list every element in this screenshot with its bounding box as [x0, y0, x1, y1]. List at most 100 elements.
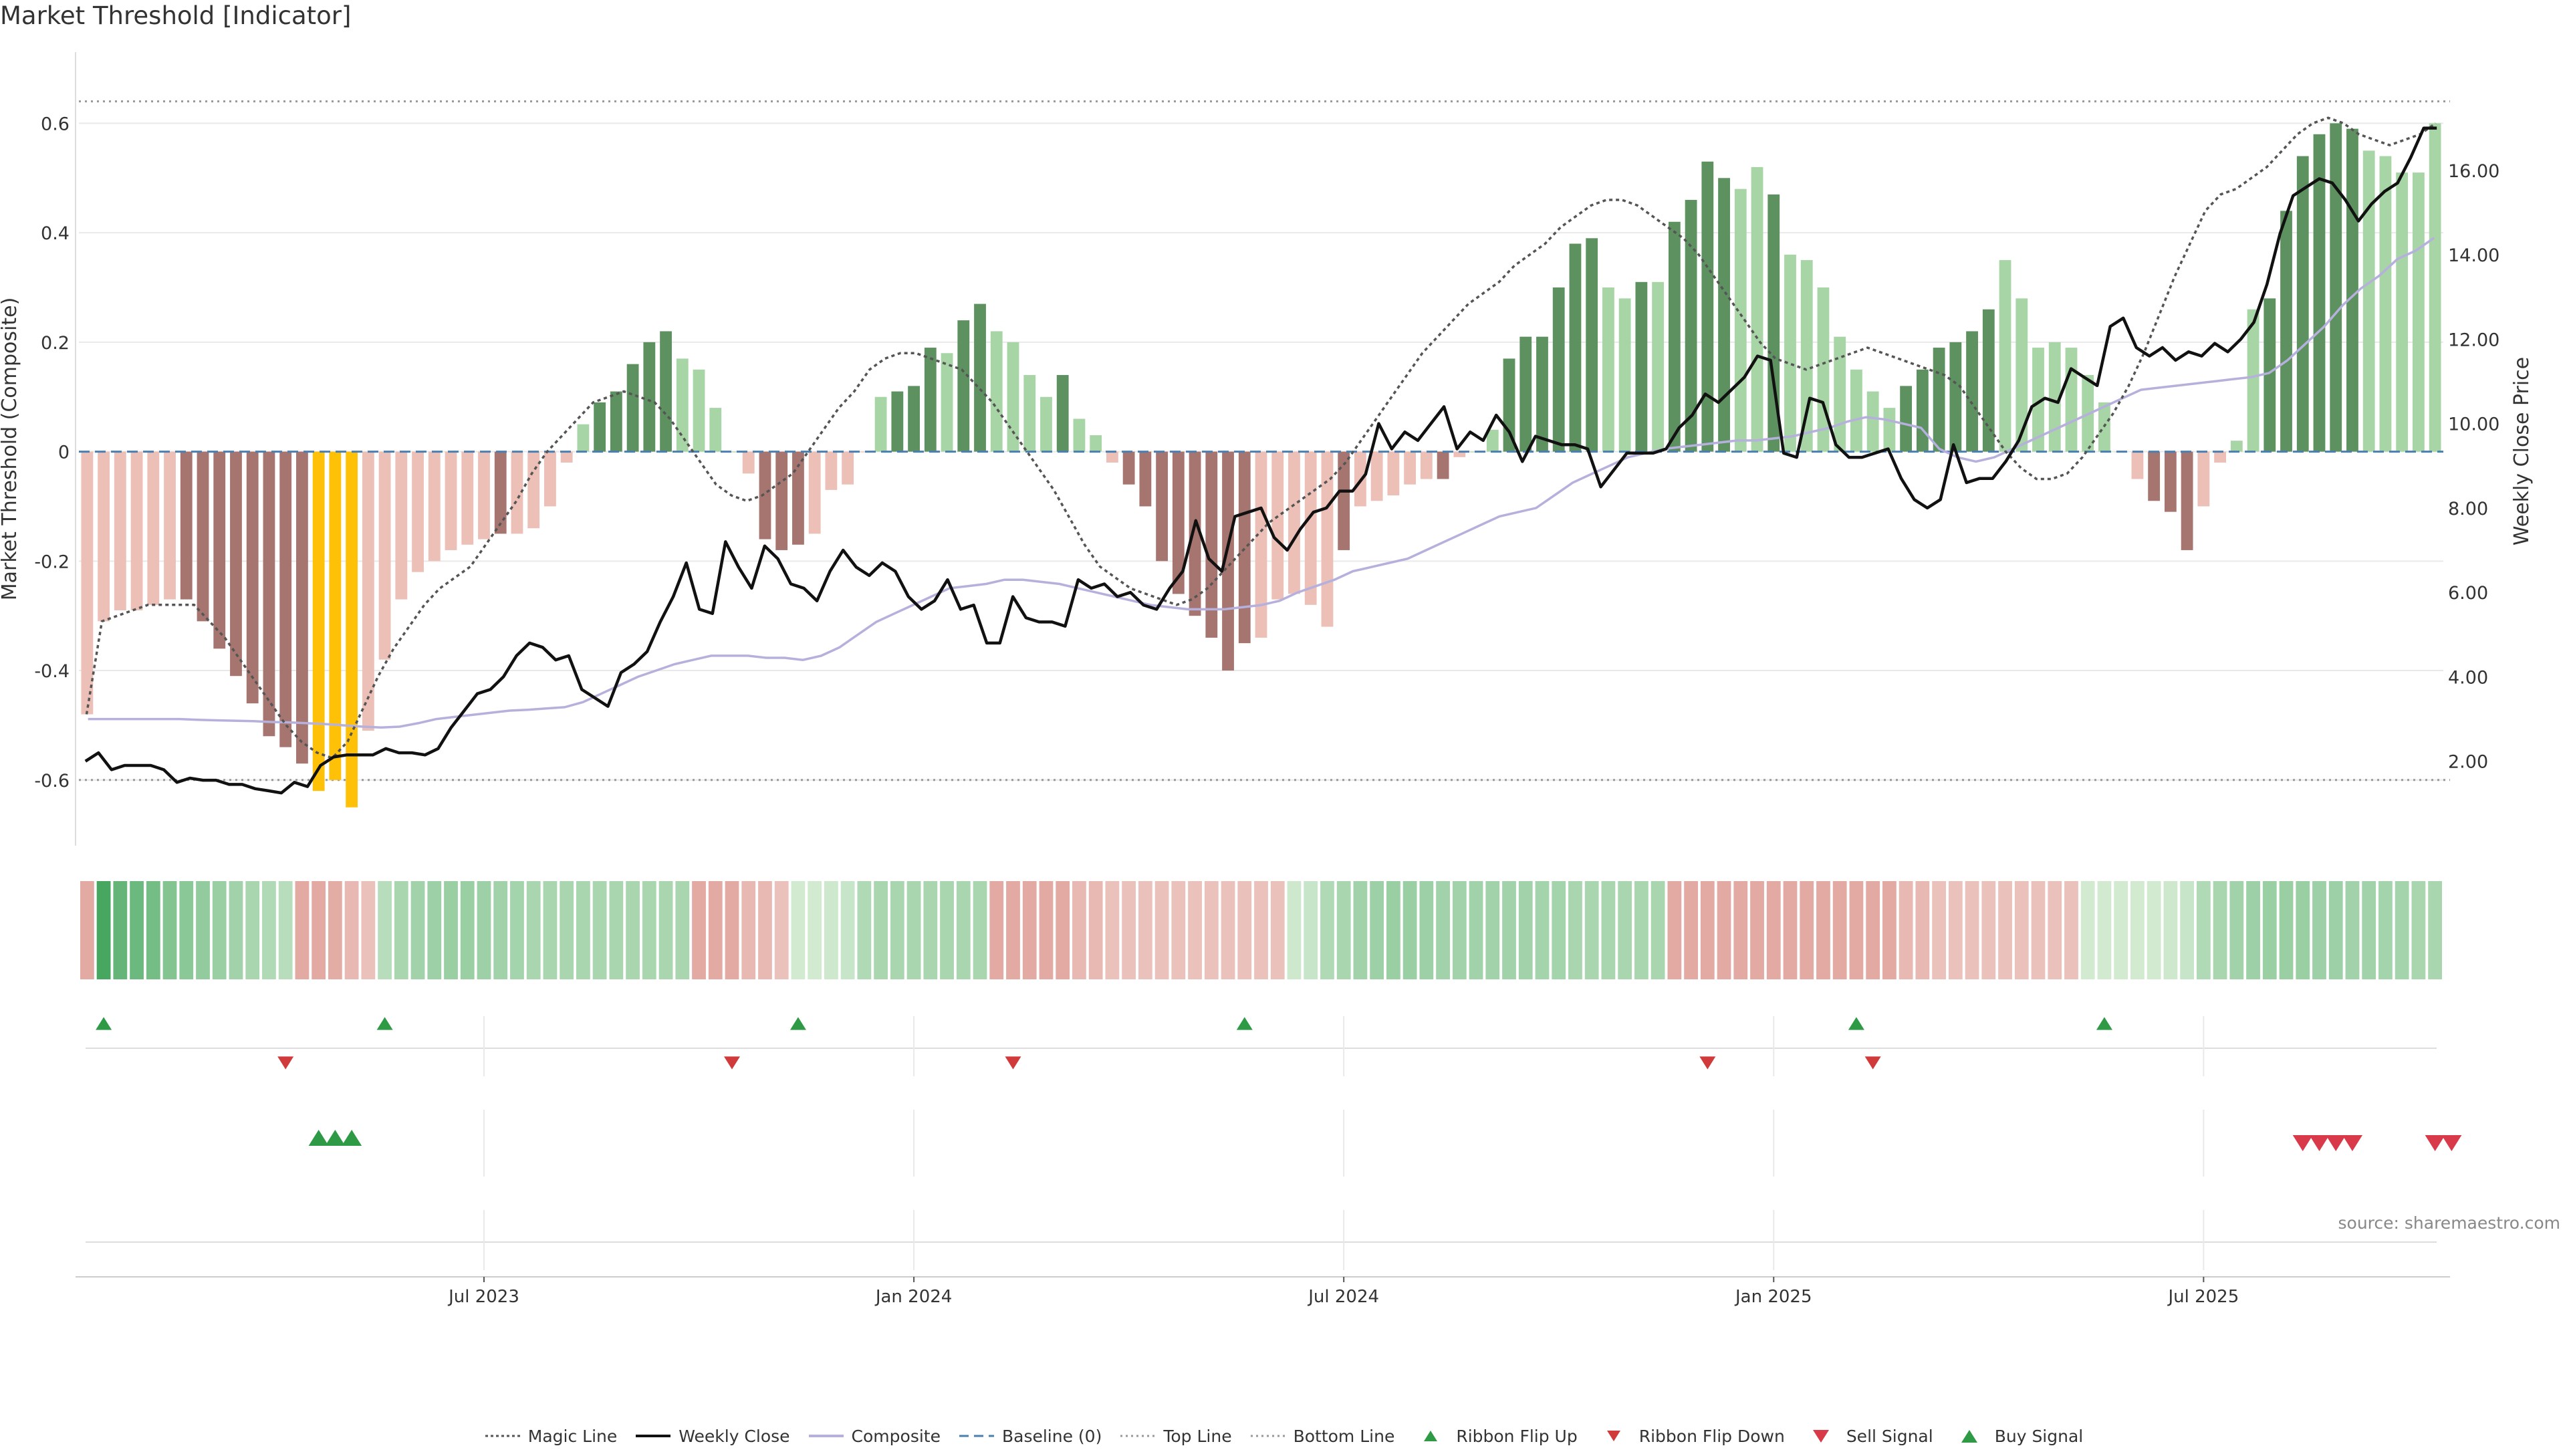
ribbon-cell	[1568, 881, 1582, 979]
ribbon-cell	[1684, 881, 1698, 979]
composite-bar	[2148, 451, 2161, 501]
ribbon-cell	[1866, 881, 1880, 979]
composite-bar	[362, 451, 374, 731]
buy-signal-marker	[342, 1130, 362, 1146]
composite-bar	[1404, 451, 1417, 485]
ribbon-cell	[1353, 881, 1368, 979]
x-tick-label: Jan 2025	[1734, 1287, 1812, 1307]
legend-label: Composite	[851, 1426, 941, 1446]
ribbon-cell	[1849, 881, 1864, 979]
y-tick-left-label: 0.2	[41, 333, 70, 354]
ribbon-cell	[543, 881, 558, 979]
ribbon-cell	[2114, 881, 2128, 979]
buy-signal-marker	[325, 1130, 346, 1146]
legend-item: Top Line	[1119, 1427, 1232, 1446]
ribbon-flip-up-marker	[1236, 1017, 1253, 1030]
composite-bar	[428, 451, 441, 562]
composite-bar	[2330, 123, 2342, 452]
composite-bar	[312, 451, 325, 792]
ribbon-cell	[774, 881, 789, 979]
legend-swatch	[808, 1435, 844, 1437]
ribbon-cell	[2014, 881, 2029, 979]
y-tick-left-label: -0.4	[34, 661, 70, 682]
ribbon-cell	[1138, 881, 1152, 979]
composite-bar	[1668, 221, 1681, 452]
ribbon-cell	[2163, 881, 2178, 979]
composite-bar	[395, 451, 408, 600]
ribbon-cell	[1304, 881, 1318, 979]
ribbon-cell	[1932, 881, 1946, 979]
composite-bar	[709, 408, 722, 452]
composite-bar	[825, 451, 838, 490]
ribbon-cell	[212, 881, 227, 979]
ribbon-cell	[1452, 881, 1467, 979]
composite-bar	[676, 358, 689, 452]
composite-bar	[1569, 243, 1582, 452]
composite-bar	[2197, 451, 2210, 507]
composite-bar	[130, 451, 143, 610]
composite-bar	[2131, 451, 2144, 479]
composite-bar	[1090, 435, 1102, 452]
ribbon-flip-down-marker	[1699, 1056, 1716, 1070]
composite-bar	[2230, 441, 2243, 452]
composite-bar	[1519, 336, 1532, 452]
ribbon-flip-down-marker	[1864, 1056, 1881, 1070]
composite-bar	[1271, 451, 1284, 600]
y-tick-left-label: 0.6	[41, 114, 70, 134]
ribbon-cell	[1469, 881, 1483, 979]
composite-bar	[1122, 451, 1135, 485]
ribbon-cell	[1948, 881, 1963, 979]
composite-bar	[874, 396, 887, 452]
composite-bar	[1156, 451, 1168, 562]
ribbon-cell	[510, 881, 524, 979]
composite-bar	[1652, 281, 1665, 452]
ribbon-cell	[1535, 881, 1550, 979]
ribbon-cell	[1386, 881, 1400, 979]
legend-swatch	[1606, 1431, 1620, 1441]
composite-bar	[1172, 451, 1185, 594]
chart-legend: Magic Line Weekly Close Composite Baseline …	[0, 1416, 2567, 1456]
ribbon-cell	[410, 881, 425, 979]
composite-bar	[643, 342, 656, 452]
composite-bar	[1304, 451, 1317, 605]
composite-bar	[1734, 189, 1747, 452]
composite-bar	[1023, 374, 1036, 452]
ribbon-cell	[1965, 881, 1979, 979]
ribbon-cell	[1915, 881, 1930, 979]
composite-bar	[808, 451, 821, 534]
composite-bar	[329, 451, 342, 780]
ribbon-cell	[427, 881, 442, 979]
ribbon-cell	[2345, 881, 2360, 979]
composite-bar	[1685, 200, 1697, 452]
ribbon-cell	[328, 881, 342, 979]
ribbon-flip-down-marker	[277, 1056, 294, 1070]
composite-bar	[1900, 386, 1913, 452]
composite-bar	[461, 451, 474, 545]
ribbon-flip-down-marker	[724, 1056, 741, 1070]
ribbon-cell	[675, 881, 690, 979]
composite-bar	[1718, 178, 1730, 452]
ribbon-cell	[361, 881, 376, 979]
composite-bar	[1139, 451, 1152, 507]
composite-bar	[2412, 172, 2425, 452]
ribbon-cell	[80, 881, 94, 979]
x-tick-label: Jan 2024	[874, 1287, 953, 1307]
composite-bar	[1222, 451, 1234, 671]
composite-bar	[990, 331, 1003, 452]
ribbon-cell	[1998, 881, 2012, 979]
legend-swatch	[1424, 1431, 1438, 1441]
legend-swatch	[485, 1435, 520, 1437]
ribbon-cell	[2411, 881, 2426, 979]
ribbon-cell	[526, 881, 541, 979]
composite-bar	[726, 451, 738, 453]
ribbon-cell	[1154, 881, 1169, 979]
ribbon-cell	[1188, 881, 1202, 979]
composite-bar	[759, 451, 771, 539]
ribbon-cell	[592, 881, 607, 979]
composite-bar	[1338, 451, 1350, 550]
ribbon-cell	[626, 881, 640, 979]
composite-bar	[230, 451, 242, 677]
source-attribution: source: sharemaestro.com	[2338, 1213, 2561, 1233]
composite-bar	[742, 451, 755, 474]
composite-bar	[1586, 238, 1598, 452]
